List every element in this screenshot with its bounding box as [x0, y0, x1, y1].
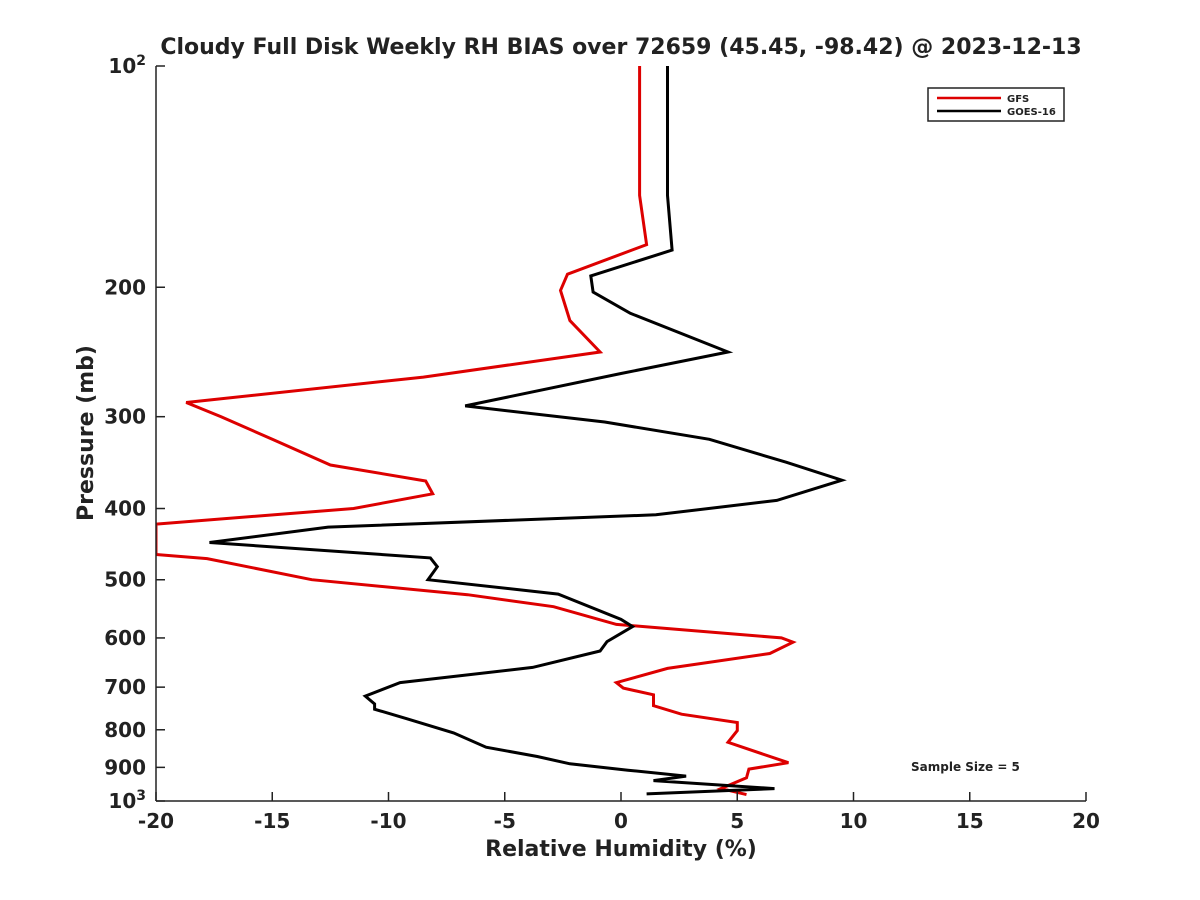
y-tick-label: 500	[104, 568, 146, 592]
x-tick-label: 10	[840, 809, 868, 833]
y-tick-label: 200	[104, 275, 146, 299]
sample-size-annotation: Sample Size = 5	[911, 760, 1020, 774]
y-tick-label: 300	[104, 405, 146, 429]
y-tick-base: 10	[108, 789, 136, 813]
legend-box	[927, 87, 1065, 122]
x-axis-label: Relative Humidity (%)	[485, 837, 757, 862]
x-ticks: -20 -15 -10 -5 0 5 10 15 20	[138, 792, 1100, 833]
x-tick-label: -10	[370, 809, 406, 833]
y-tick-label: 800	[104, 718, 146, 742]
series-line-goes-16	[209, 66, 847, 796]
x-tick-label: -20	[138, 809, 174, 833]
legend: GFS GOES-16	[927, 87, 1065, 122]
y-tick-label: 600	[104, 626, 146, 650]
y-tick-label: 900	[104, 755, 146, 779]
y-tick-label: 400	[104, 497, 146, 521]
chart-title: Cloudy Full Disk Weekly RH BIAS over 726…	[160, 35, 1081, 60]
y-tick-label: 700	[104, 675, 146, 699]
x-tick-label: -5	[494, 809, 516, 833]
x-tick-label: -15	[254, 809, 290, 833]
y-tick-exponent: 3	[136, 788, 146, 804]
x-tick-label: 15	[956, 809, 984, 833]
series-line-gfs	[156, 66, 797, 797]
y-tick-label: 103	[108, 788, 146, 813]
legend-label: GFS	[1007, 94, 1029, 105]
plot-area	[156, 66, 847, 797]
x-tick-label: 20	[1072, 809, 1100, 833]
x-tick-label: 0	[614, 809, 628, 833]
y-tick-base: 10	[108, 54, 136, 78]
y-tick-exponent: 2	[136, 53, 146, 69]
x-tick-label: 5	[730, 809, 744, 833]
y-tick-label: 102	[108, 53, 146, 78]
legend-label: GOES-16	[1007, 107, 1056, 118]
y-axis-label: Pressure (mb)	[74, 345, 99, 521]
